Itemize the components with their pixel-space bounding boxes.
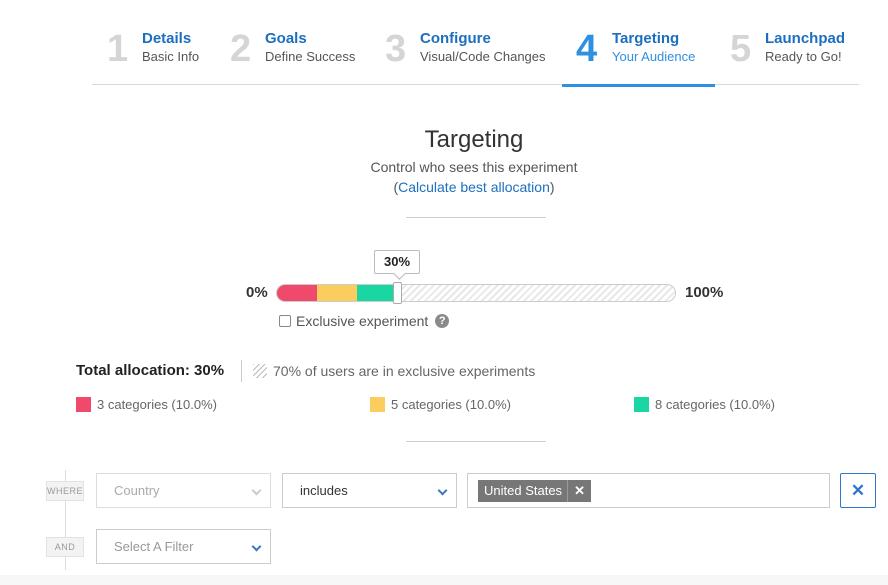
legend-item: 5 categories (10.0%) [370,397,511,412]
and-tag: AND [46,537,84,557]
exclusive-label: Exclusive experiment [296,313,429,329]
divider-vertical [241,360,242,382]
slider-max-label: 100% [685,284,724,301]
filter-operator-select[interactable]: includes [282,473,457,508]
page-title: Targeting [424,126,524,153]
calculate-allocation-link[interactable]: Calculate best allocation [398,179,550,195]
remove-filter-button[interactable]: ✕ [840,473,876,508]
exclusive-experiment-row: Exclusive experiment ? [279,313,450,329]
step-subtitle: Basic Info [142,49,200,64]
chip-remove-icon[interactable]: ✕ [567,480,591,502]
step-number: 1 [107,28,129,70]
add-filter-select[interactable]: Select A Filter [96,529,271,564]
filter-field-value: Country [114,483,160,498]
step-title: Details [142,30,192,47]
page-subtitle: Control who sees this experiment [370,159,578,175]
paren-open: ( [393,179,399,195]
chip-label: United States [484,483,563,498]
step-title: Configure [420,30,491,47]
allocation-slider-handle[interactable] [393,282,402,304]
segment-5-categories [317,285,357,301]
wizard-stepper: 1 Details Basic Info 2 Goals Define Succ… [92,22,859,87]
step-title: Targeting [612,30,680,47]
swatch-yellow [370,397,385,412]
hatch-pattern-icon [253,364,267,378]
exclusive-checkbox[interactable] [279,315,291,327]
exclusive-users-text: 70% of users are in exclusive experiment… [273,363,536,379]
divider-bottom [406,441,546,442]
page-footer-shade [0,575,888,585]
legend-label: 3 categories (10.0%) [97,397,217,412]
step-number: 5 [730,28,752,70]
step-title: Goals [265,30,307,47]
chevron-down-icon [251,541,262,552]
legend-label: 5 categories (10.0%) [391,397,511,412]
calc-allocation-line: (Calculate best allocation) [0,179,888,195]
filter-values-input[interactable]: United States ✕ [467,473,830,508]
legend-label: 8 categories (10.0%) [655,397,775,412]
chevron-down-icon [251,485,262,496]
chevron-down-icon [437,485,448,496]
swatch-pink [76,397,91,412]
add-filter-placeholder: Select A Filter [114,539,194,554]
filter-connector [65,470,66,570]
legend-item: 8 categories (10.0%) [634,397,775,412]
value-chip: United States ✕ [478,480,592,502]
step-number: 2 [230,28,252,70]
step-number: 4 [576,28,598,70]
step-number: 3 [385,28,407,70]
allocation-slider-track[interactable] [276,284,676,302]
slider-min-label: 0% [246,284,268,301]
total-allocation: Total allocation: 30% [76,362,225,379]
segment-8-categories [357,285,397,301]
step-subtitle: Ready to Go! [765,49,842,64]
help-icon[interactable]: ? [435,314,450,328]
step-targeting[interactable]: 4 Targeting Your Audience [562,22,715,87]
divider-top [406,217,546,218]
exclusive-users-note: 70% of users are in exclusive experiment… [253,363,535,379]
filter-field-select[interactable]: Country [96,473,271,508]
step-subtitle: Visual/Code Changes [420,49,546,64]
segment-3-categories [277,285,317,301]
allocation-tooltip: 30% [374,250,420,274]
legend-item: 3 categories (10.0%) [76,397,217,412]
filter-operator-value: includes [300,483,348,498]
step-title: Launchpad [765,30,846,47]
swatch-green [634,397,649,412]
step-subtitle: Define Success [265,49,356,64]
paren-close: ) [549,179,555,195]
where-tag: WHERE [46,481,84,501]
step-subtitle: Your Audience [612,49,696,64]
